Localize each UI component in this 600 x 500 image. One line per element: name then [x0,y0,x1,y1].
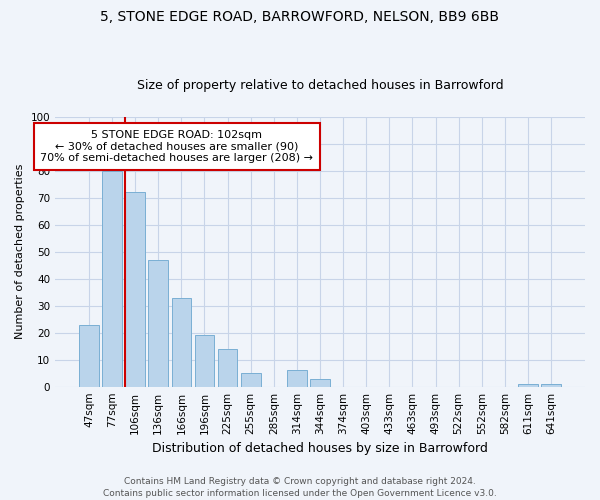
Bar [148,260,168,386]
X-axis label: Distribution of detached houses by size in Barrowford: Distribution of detached houses by size … [152,442,488,455]
Bar [518,384,538,386]
Bar [172,298,191,386]
Bar [541,384,561,386]
Bar [218,349,238,387]
Bar [287,370,307,386]
Bar [241,373,260,386]
Bar [125,192,145,386]
Bar [102,171,122,386]
Text: 5, STONE EDGE ROAD, BARROWFORD, NELSON, BB9 6BB: 5, STONE EDGE ROAD, BARROWFORD, NELSON, … [101,10,499,24]
Bar [310,378,330,386]
Text: Contains HM Land Registry data © Crown copyright and database right 2024.
Contai: Contains HM Land Registry data © Crown c… [103,476,497,498]
Bar [194,336,214,386]
Text: 5 STONE EDGE ROAD: 102sqm
← 30% of detached houses are smaller (90)
70% of semi-: 5 STONE EDGE ROAD: 102sqm ← 30% of detac… [40,130,313,163]
Bar [79,324,99,386]
Y-axis label: Number of detached properties: Number of detached properties [15,164,25,340]
Title: Size of property relative to detached houses in Barrowford: Size of property relative to detached ho… [137,79,503,92]
